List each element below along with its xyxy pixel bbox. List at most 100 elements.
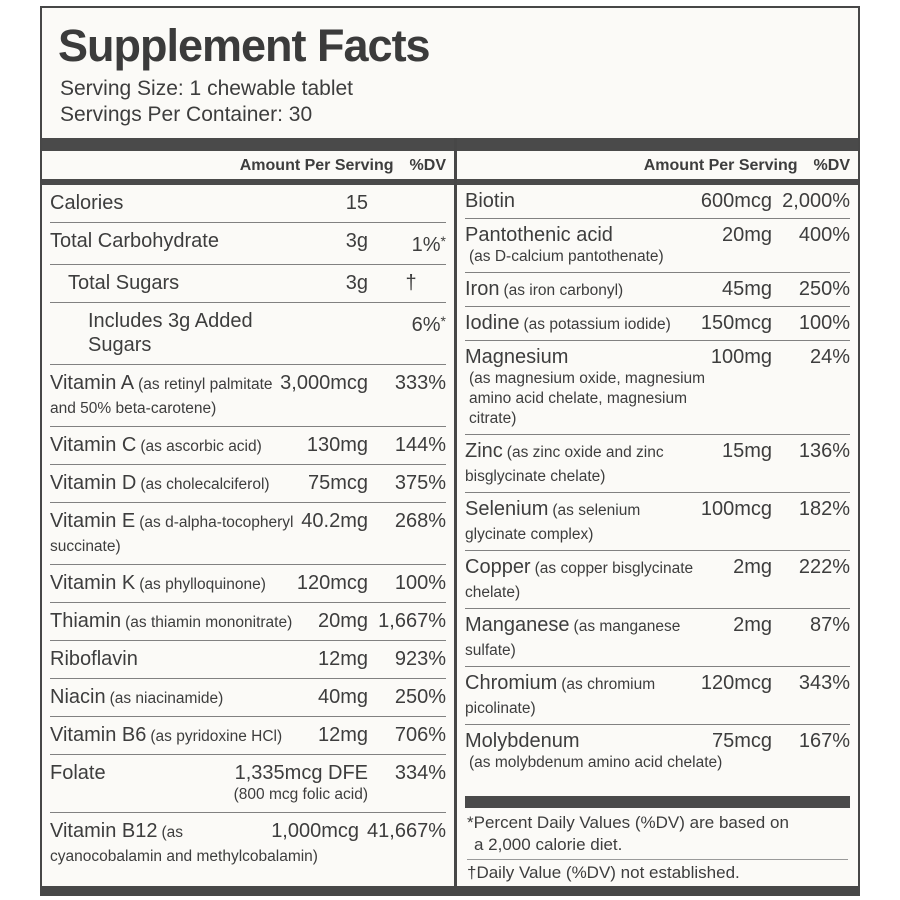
amount-subtext: (800 mcg folic acid) bbox=[233, 786, 368, 803]
nutrient-desc: (as thiamin mononitrate) bbox=[125, 614, 293, 631]
amount-dv-group: 40.2mg 268% bbox=[301, 509, 446, 533]
nutrient-name: Biotin bbox=[465, 190, 516, 212]
serving-size-line: Serving Size: 1 chewable tablet bbox=[60, 77, 354, 100]
amount-dv-group: 120mcg 343% bbox=[701, 671, 850, 695]
amount-value: 2mg bbox=[733, 614, 772, 636]
dv-value: 706% bbox=[394, 724, 446, 746]
footnote-asterisk: * bbox=[440, 233, 446, 249]
nutrient-row: 2mg 87% Manganese (as manganese sulfate) bbox=[465, 608, 850, 666]
nutrient-row: 15mg 136% Zinc (as zinc oxide and zinc bisg… bbox=[465, 434, 850, 492]
nutrient-name: Vitamin D bbox=[50, 472, 137, 494]
amount-dv-group: 6%* bbox=[308, 309, 446, 337]
dv-value: 182% bbox=[798, 498, 850, 520]
nutrient-name: Vitamin E bbox=[50, 510, 136, 532]
nutrient-name: Selenium bbox=[465, 498, 549, 520]
dv-value: 343% bbox=[798, 672, 850, 694]
nutrient-row: 1,000mcg 41,667% Vitamin B12 (as cyanocobal… bbox=[50, 812, 446, 874]
footnote-dv-basis-line1: *Percent Daily Values (%DV) are based on bbox=[467, 813, 789, 832]
amount-dv-group: 100mg 24% bbox=[711, 345, 850, 369]
nutrient-row: 20mg 1,667% Thiamin (as thiamin mononitrate… bbox=[50, 602, 446, 640]
nutrient-desc: (as manganese sulfate) bbox=[465, 618, 681, 659]
amount-dv-group: 3g † bbox=[308, 271, 446, 295]
amount-value: 100mg bbox=[710, 346, 772, 368]
nutrient-row: 120mcg 100% Vitamin K (as phylloquinone) bbox=[50, 564, 446, 602]
amount-value: 12mg bbox=[317, 648, 368, 670]
amount-dv-group: 20mg 400% bbox=[712, 223, 850, 247]
amount-dv-group: 120mcg 100% bbox=[297, 571, 446, 595]
amount-dv-group: 45mg 250% bbox=[712, 277, 850, 301]
amount-value: 45mg bbox=[721, 278, 772, 300]
nutrient-name: Vitamin B12 bbox=[50, 820, 158, 842]
amount-value: 600mcg bbox=[700, 190, 772, 212]
dv-value: 375% bbox=[394, 472, 446, 494]
nutrient-row: 75mcg 375% Vitamin D (as cholecalciferol) bbox=[50, 464, 446, 502]
nutrient-name: Includes 3g Added Sugars bbox=[88, 310, 253, 356]
nutrient-name: Pantothenic acid bbox=[465, 224, 613, 246]
nutrient-desc: (as iron carbonyl) bbox=[503, 282, 624, 299]
servings-per-container-line: Servings Per Container: 30 bbox=[60, 103, 313, 126]
dv-value: 144% bbox=[394, 434, 446, 456]
nutrient-desc: (as selenium glycinate complex) bbox=[465, 502, 641, 543]
nutrient-desc: (as magnesium oxide, magnesium amino aci… bbox=[469, 370, 706, 427]
footnote-separator bbox=[467, 859, 848, 860]
nutrient-desc: (as d-alpha-tocopheryl succinate) bbox=[50, 514, 294, 555]
nutrient-desc: (as potassium iodide) bbox=[523, 316, 671, 333]
dv-value: 41,667% bbox=[367, 820, 446, 842]
amount-value: 40mg bbox=[317, 686, 368, 708]
amount-value: 20mg bbox=[721, 224, 772, 246]
amount-per-serving-label: Amount Per Serving bbox=[643, 157, 798, 174]
column-header-left: Amount Per Serving %DV bbox=[42, 151, 454, 179]
amount-per-serving-label: Amount Per Serving bbox=[239, 157, 394, 174]
supplement-facts-label: Supplement Facts Serving Size: 1 chewabl… bbox=[40, 6, 860, 896]
amount-value: 130mg bbox=[306, 434, 368, 456]
nutrient-name: Molybdenum bbox=[465, 730, 580, 752]
facts-table: Amount Per Serving %DV Amount Per Servin… bbox=[42, 138, 858, 886]
nutrient-row: 3,000mcg 333% Vitamin A (as retinyl palmita… bbox=[50, 364, 446, 426]
nutrient-desc: (as chromium picolinate) bbox=[465, 676, 656, 717]
dv-value: 136% bbox=[798, 440, 850, 462]
nutrient-row: 150mcg 100% Iodine (as potassium iodide) bbox=[465, 306, 850, 340]
bottom-bar bbox=[42, 886, 858, 894]
nutrient-row: 75mcg 167% Molybdenum (as molybdenum amino … bbox=[465, 724, 850, 778]
nutrient-name: Riboflavin bbox=[50, 648, 138, 670]
nutrient-desc: (as copper bisglycinate chelate) bbox=[465, 560, 694, 601]
nutrient-row: 130mg 144% Vitamin C (as ascorbic acid) bbox=[50, 426, 446, 464]
amount-value: 120mcg bbox=[296, 572, 368, 594]
nutrient-row: 40mg 250% Niacin (as niacinamide) bbox=[50, 678, 446, 716]
amount-dv-group: 3,000mcg 333% bbox=[280, 371, 446, 395]
nutrient-name: Vitamin K bbox=[50, 572, 136, 594]
column-header-right: Amount Per Serving %DV bbox=[454, 151, 858, 179]
dv-value: 24% bbox=[809, 346, 850, 368]
amount-value: 40.2mg bbox=[301, 510, 368, 532]
nutrient-name: Niacin bbox=[50, 686, 106, 708]
nutrient-row: 20mg 400% Pantothenic acid (as D-calcium pa… bbox=[465, 218, 850, 272]
nutrient-desc: (as cholecalciferol) bbox=[140, 476, 270, 493]
amount-value: 3g bbox=[345, 272, 368, 294]
column-headers: Amount Per Serving %DV Amount Per Servin… bbox=[42, 151, 858, 179]
amount-dv-group: 1,335mcg DFE (800 mcg folic acid) 334% bbox=[234, 761, 446, 805]
dv-value: 2,000% bbox=[782, 190, 850, 212]
dv-value: 6%* bbox=[411, 313, 446, 336]
nutrient-desc: (as retinyl palmitate and 50% beta-carot… bbox=[50, 376, 273, 417]
amount-dv-group: 3g 1%* bbox=[308, 229, 446, 257]
nutrient-name: Manganese bbox=[465, 614, 570, 636]
dv-label: %DV bbox=[409, 157, 446, 174]
amount-dv-group: 2mg 222% bbox=[712, 555, 850, 579]
nutrient-row: 1,335mcg DFE (800 mcg folic acid) 334% Fola… bbox=[50, 754, 446, 812]
nutrient-columns: 15 Calories 3g 1%* Total Carbohydrate 3g † Tota… bbox=[42, 185, 858, 886]
nutrient-name: Vitamin B6 bbox=[50, 724, 147, 746]
dv-value: 1%* bbox=[411, 233, 446, 256]
dv-value: 1,667% bbox=[378, 610, 446, 632]
amount-value: 2mg bbox=[733, 556, 772, 578]
dv-value: 250% bbox=[394, 686, 446, 708]
amount-value: 100mcg bbox=[700, 498, 772, 520]
dv-value: † bbox=[405, 272, 417, 294]
nutrient-name: Copper bbox=[465, 556, 531, 578]
nutrient-name: Folate bbox=[50, 762, 106, 784]
nutrient-name: Vitamin A bbox=[50, 372, 135, 394]
nutrient-row: 12mg 923% Riboflavin bbox=[50, 640, 446, 678]
left-column: 15 Calories 3g 1%* Total Carbohydrate 3g † Tota… bbox=[42, 185, 454, 886]
nutrient-row: 15 Calories bbox=[50, 185, 446, 222]
amount-value: 3g bbox=[345, 230, 368, 252]
amount-value: 150mcg bbox=[700, 312, 772, 334]
